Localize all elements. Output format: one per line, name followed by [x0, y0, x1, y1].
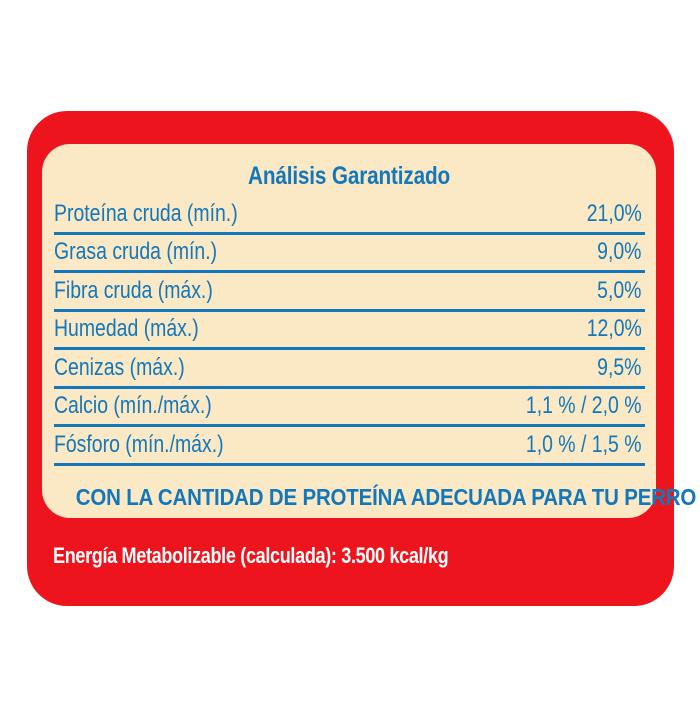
row-value: 1,1 % / 2,0 % [526, 392, 642, 419]
row-value: 1,0 % / 1,5 % [526, 430, 642, 458]
panel-title: Análisis Garantizado [248, 162, 450, 190]
row-label: Calcio (mín./máx.) [54, 392, 212, 419]
table-row: Fósforo (mín./máx.) 1,0 % / 1,5 % [54, 427, 645, 466]
table-row: Proteína cruda (mín.) 21,0% [54, 196, 645, 235]
row-label: Humedad (máx.) [54, 315, 199, 342]
table-row: Calcio (mín./máx.) 1,1 % / 2,0 % [54, 389, 645, 427]
guaranteed-analysis-panel: Análisis Garantizado Proteína cruda (mín… [42, 144, 697, 518]
row-label: Proteína cruda (mín.) [54, 199, 238, 227]
row-value: 9,0% [597, 238, 642, 265]
row-value: 5,0% [597, 276, 642, 304]
table-row: Humedad (máx.) 12,0% [54, 312, 645, 350]
row-label: Fósforo (mín./máx.) [54, 430, 224, 458]
row-value: 21,0% [586, 199, 642, 227]
protein-claim: CON LA CANTIDAD DE PROTEÍNA ADECUADA PAR… [75, 484, 697, 510]
row-value: 9,5% [597, 353, 642, 381]
table-row: Grasa cruda (mín.) 9,0% [54, 235, 645, 273]
row-label: Cenizas (máx.) [54, 353, 185, 381]
analysis-table: Proteína cruda (mín.) 21,0% Grasa cruda … [54, 196, 645, 466]
ibarra-watermark: IBARRA MAYOREO [0, 612, 130, 720]
red-panel: Análisis Garantizado Proteína cruda (mín… [27, 111, 697, 606]
row-label: Fibra cruda (máx.) [54, 276, 213, 304]
row-label: Grasa cruda (mín.) [54, 238, 218, 265]
energy-note: Energía Metabolizable (calculada): 3.500… [53, 543, 449, 568]
table-row: Fibra cruda (máx.) 5,0% [54, 273, 645, 312]
table-row: Cenizas (máx.) 9,5% [54, 350, 645, 389]
row-value: 12,0% [586, 315, 642, 342]
